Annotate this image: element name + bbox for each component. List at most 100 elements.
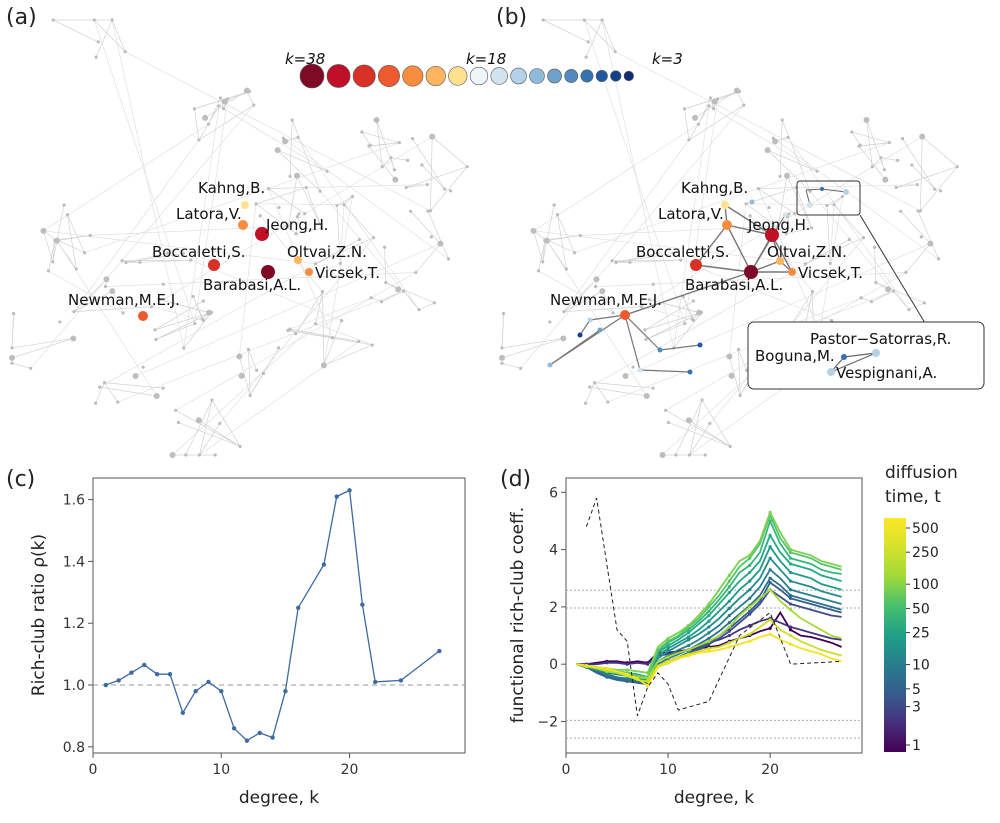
network-node (82, 251, 87, 255)
network-edge (689, 423, 711, 456)
network-edge (896, 184, 918, 188)
network-edge (641, 306, 694, 321)
scale-dot (510, 67, 527, 85)
network-edge (289, 328, 359, 342)
network-node (46, 269, 51, 273)
chart-d-point (727, 573, 731, 577)
chart-d-point (727, 633, 731, 638)
scale-dot (448, 66, 468, 86)
chart-d-point (686, 638, 691, 642)
network-edge (155, 312, 212, 340)
network-edge (248, 349, 257, 371)
network-node (103, 276, 110, 283)
network-edge (67, 214, 85, 253)
chart-d-point (707, 613, 711, 618)
chart-d-point (666, 646, 670, 651)
network-edge (336, 196, 353, 206)
network-edge (795, 187, 812, 229)
y-tick-label: 4 (549, 543, 558, 559)
network-node (810, 290, 815, 294)
network-edge (875, 282, 925, 304)
chart-c-series-line (105, 489, 440, 742)
network-node (825, 203, 829, 208)
panel-label-c: (c) (6, 467, 35, 492)
chart-d-point (788, 556, 793, 560)
chart-d-point (768, 510, 772, 514)
chart-d-series-line (576, 518, 842, 680)
panel-label-a: (a) (6, 5, 37, 30)
network-node (342, 203, 346, 207)
chart-d-point (788, 625, 793, 629)
chart-c-point (321, 562, 327, 567)
network-node (384, 281, 388, 285)
network-edge (745, 203, 787, 234)
network-node (9, 354, 15, 361)
rich-link (695, 264, 752, 273)
network-node (696, 122, 701, 126)
network-edge (557, 214, 575, 253)
network-edge (125, 253, 184, 263)
network-edge (48, 240, 56, 271)
network-node (420, 163, 424, 167)
network-edge (11, 362, 31, 369)
network-node (425, 182, 429, 187)
network-edge (688, 419, 731, 447)
node-label-b-barabasi: Barabasi,A.L. (685, 276, 783, 294)
network-node (728, 444, 732, 449)
hub-node-jeong (255, 227, 269, 241)
network-node (65, 213, 70, 217)
network-edge (368, 145, 396, 180)
network-edge (574, 142, 890, 254)
network-edge (268, 187, 307, 190)
chart-d-point (625, 672, 629, 676)
network-edge (684, 91, 740, 110)
network-edge (580, 225, 779, 236)
network-node (465, 165, 469, 169)
network-edge (501, 338, 564, 349)
network-edge (710, 97, 714, 109)
y-tick-label: 1.2 (63, 616, 85, 632)
network-node (863, 117, 870, 124)
y-tick-label: 1.0 (63, 678, 85, 694)
network-node (647, 297, 651, 302)
network-node (699, 310, 704, 314)
network-edge (175, 272, 417, 411)
network-node (610, 259, 614, 263)
network-edge (645, 323, 685, 340)
chart-c-ylabel: Rich-club ratio ρ(k) (29, 534, 49, 696)
rich-link (695, 224, 728, 266)
chart-d-point (605, 661, 609, 665)
network-node (380, 165, 384, 169)
network-node (918, 209, 922, 213)
rich-link (771, 234, 793, 273)
network-edge (218, 105, 328, 172)
hub-node-b-boccaletti (690, 259, 702, 271)
rich-link (639, 369, 691, 373)
network-node (599, 288, 606, 295)
network-edge (430, 136, 433, 211)
network-node (92, 18, 96, 22)
network-node (793, 212, 797, 216)
network-node (519, 366, 523, 370)
network-edge (305, 187, 322, 229)
scale-dot (623, 70, 634, 82)
network-edge (779, 120, 783, 177)
chart-d-point (646, 662, 650, 666)
network-edge (542, 240, 546, 262)
network-node (870, 165, 874, 169)
network-edge (159, 299, 210, 313)
colorbar-title-line2: time, t (885, 487, 941, 507)
node-label-a-jeong: Jeong,H. (265, 216, 328, 234)
network-edge (368, 142, 400, 147)
network-edge (501, 313, 504, 348)
network-edge (43, 230, 316, 265)
network-node (121, 311, 125, 315)
network-edge (410, 211, 441, 244)
network-edge (589, 386, 647, 397)
network-node (217, 104, 221, 108)
network-node (904, 270, 908, 275)
hub-node-barabasi (261, 265, 275, 279)
network-edge (833, 196, 843, 205)
chart-d-point (686, 623, 691, 628)
chart-d-point (584, 664, 589, 668)
